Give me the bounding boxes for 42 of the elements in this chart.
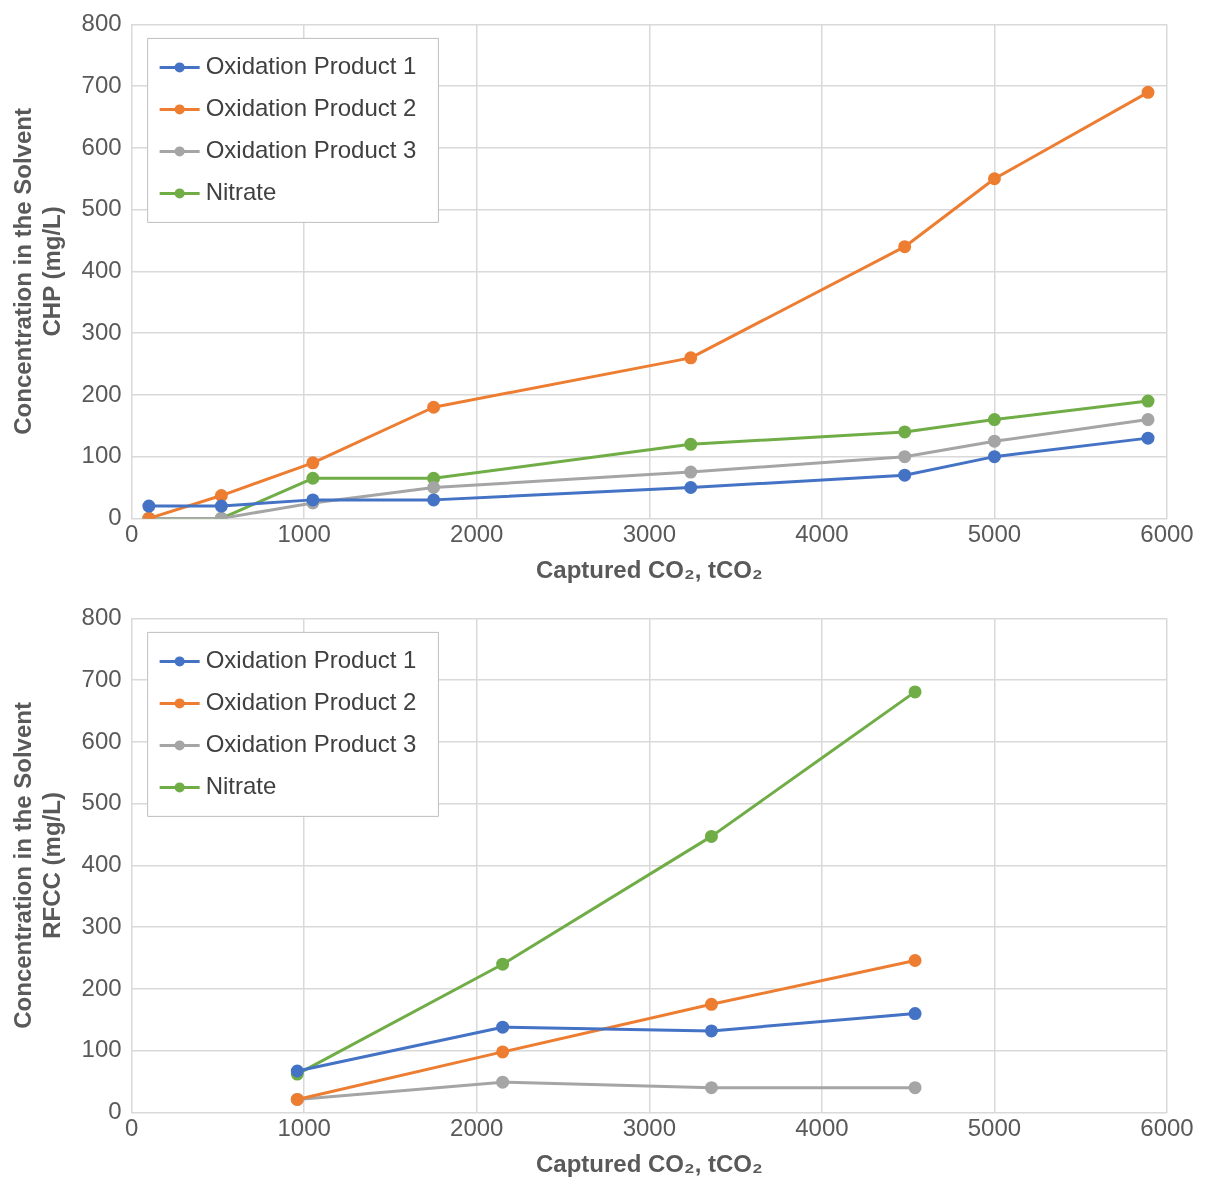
- y-tick-label: 700: [81, 664, 122, 692]
- legend-label: Nitrate: [205, 772, 277, 800]
- x-tick-label: 6000: [1140, 520, 1194, 548]
- legend-label: Oxidation Product 1: [205, 646, 417, 674]
- legend-label: Oxidation Product 1: [205, 52, 417, 80]
- legend-label: Oxidation Product 2: [205, 688, 417, 716]
- y-tick-label: 200: [81, 379, 122, 407]
- x-tick-label: 4000: [795, 1114, 849, 1142]
- y-tick-label: 600: [81, 726, 122, 754]
- legend-label: Oxidation Product 3: [205, 730, 417, 758]
- y-tick-label: 0: [108, 1097, 122, 1125]
- y-tick-label: 100: [81, 441, 122, 469]
- y-tick-label: 200: [81, 973, 122, 1001]
- y-tick-label: 100: [81, 1035, 122, 1063]
- y-axis-title: Concentration in the Solvent CHP (mg/L): [9, 108, 65, 435]
- y-tick-label: 400: [81, 256, 122, 284]
- y-tick-label: 500: [81, 788, 122, 816]
- x-tick-label: 2000: [450, 520, 504, 548]
- y-tick-label: 500: [81, 194, 122, 222]
- x-tick-label: 2000: [450, 1114, 504, 1142]
- x-tick-label: 6000: [1140, 1114, 1194, 1142]
- y-tick-label: 600: [81, 132, 122, 160]
- x-tick-label: 1000: [277, 1114, 331, 1142]
- legend-label: Nitrate: [205, 178, 277, 206]
- x-tick-label: 3000: [622, 520, 677, 548]
- y-tick-label: 300: [81, 317, 122, 345]
- y-tick-label: 0: [108, 503, 122, 531]
- x-tick-label: 1000: [277, 520, 331, 548]
- x-tick-label: 5000: [967, 520, 1022, 548]
- x-tick-label: 5000: [967, 1114, 1022, 1142]
- x-axis-title: Captured CO₂, tCO₂: [535, 556, 763, 584]
- y-tick-label: 800: [81, 9, 122, 37]
- y-tick-label: 300: [81, 911, 122, 939]
- y-tick-label: 800: [81, 603, 122, 631]
- x-axis-title: Captured CO₂, tCO₂: [535, 1150, 763, 1178]
- x-tick-label: 4000: [795, 520, 849, 548]
- legend-label: Oxidation Product 3: [205, 136, 417, 164]
- legend-label: Oxidation Product 2: [205, 94, 417, 122]
- x-tick-label: 3000: [622, 1114, 677, 1142]
- y-axis-title: Concentration in the Solvent RFCC (mg/L): [9, 702, 65, 1029]
- y-tick-label: 400: [81, 850, 122, 878]
- y-tick-label: 700: [81, 70, 122, 98]
